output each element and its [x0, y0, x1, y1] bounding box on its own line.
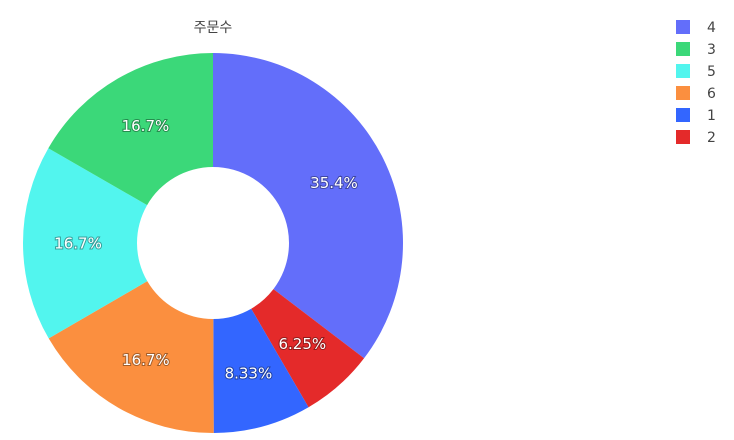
slice-label-1: 8.33% [225, 364, 273, 382]
legend-label-6[interactable]: 6 [707, 86, 716, 102]
chart-title: 주문수 [194, 20, 233, 36]
slice-label-5: 16.7% [54, 234, 102, 252]
legend-swatch-5[interactable] [676, 64, 690, 78]
legend-label-3[interactable]: 3 [707, 42, 716, 58]
legend-label-2[interactable]: 2 [707, 130, 716, 146]
legend-swatch-4[interactable] [676, 20, 690, 34]
pie-slice-3[interactable] [48, 53, 214, 206]
legend-swatch-2[interactable] [676, 130, 690, 144]
legend-swatch-6[interactable] [676, 86, 690, 100]
legend[interactable]: 4 3 5 6 1 2 [676, 20, 716, 146]
slice-label-4: 35.4% [310, 174, 358, 192]
legend-label-4[interactable]: 4 [707, 20, 716, 36]
slice-label-2: 6.25% [278, 335, 326, 353]
pie-slice-2[interactable] [251, 289, 365, 408]
pie-slice-6[interactable] [48, 281, 214, 433]
legend-swatch-3[interactable] [676, 42, 690, 56]
legend-label-5[interactable]: 5 [707, 64, 716, 80]
slice-label-3: 16.7% [122, 117, 170, 135]
legend-swatch-1[interactable] [676, 108, 690, 122]
slice-label-6: 16.7% [122, 351, 170, 369]
pie-slice-4[interactable] [213, 53, 403, 359]
pie-slice-1[interactable] [213, 308, 309, 433]
pie-slice-5[interactable] [22, 148, 148, 339]
slices-group: 35.4% 6.25% 8.33% 16.7% 16.7% 16.7% [22, 53, 403, 433]
legend-label-1[interactable]: 1 [707, 108, 716, 124]
